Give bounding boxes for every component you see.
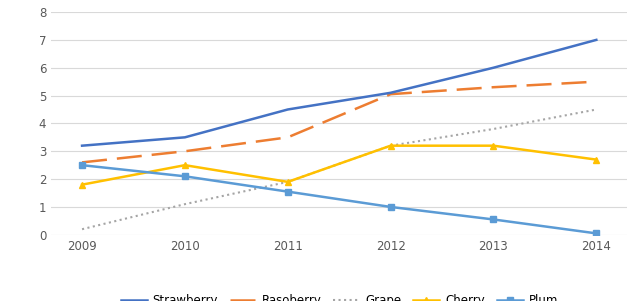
Legend: Strawberry, Rasoberry, Grape, Cherry, Plum: Strawberry, Rasoberry, Grape, Cherry, Pl… bbox=[116, 290, 563, 301]
